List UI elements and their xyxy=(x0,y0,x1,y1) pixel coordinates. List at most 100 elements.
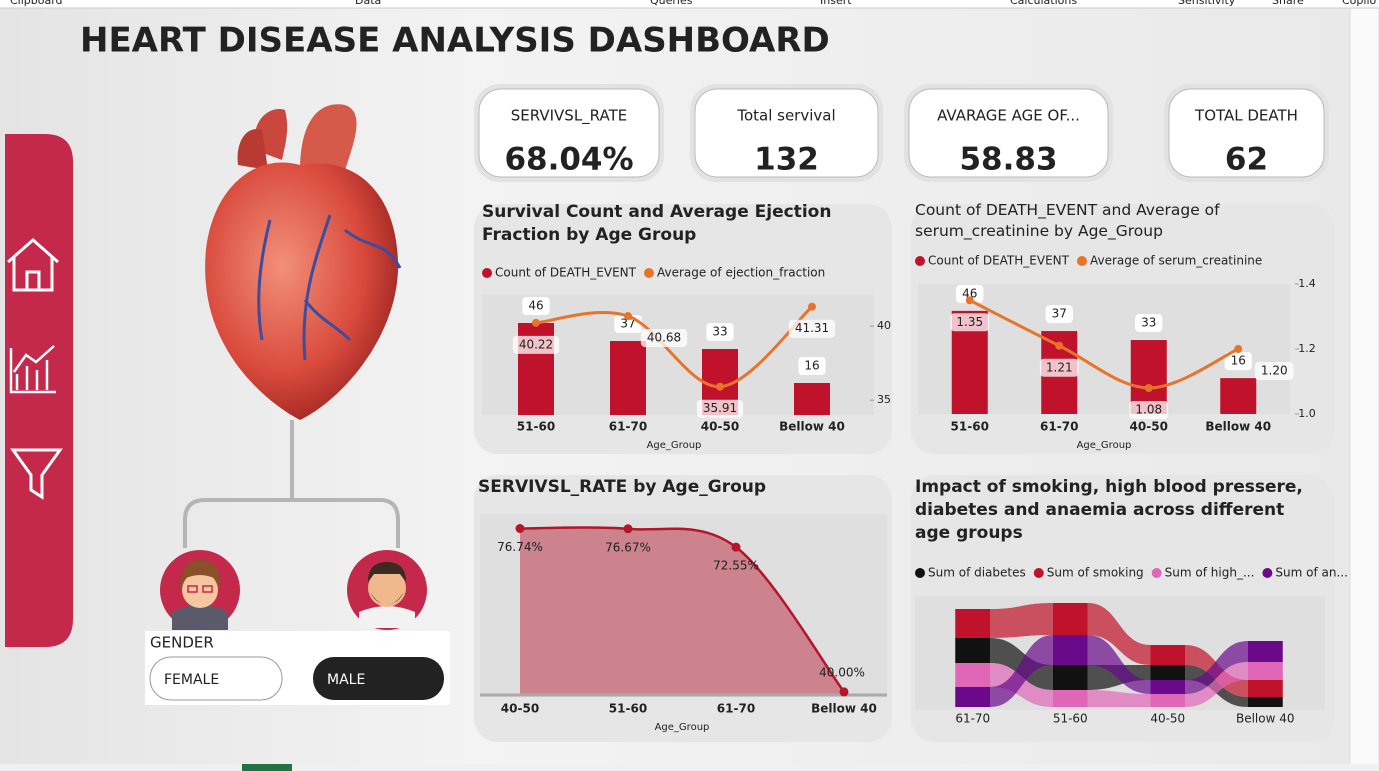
line-point xyxy=(1055,341,1064,350)
ribbon-segment xyxy=(955,687,991,707)
ribbon-band xyxy=(990,635,1053,707)
dashboard-title: HEART DISEASE ANALYSIS DASHBOARD xyxy=(80,21,830,61)
ribbon-segment xyxy=(1150,694,1186,707)
data-label-box xyxy=(1254,362,1294,380)
ribbon-segment xyxy=(1247,641,1283,662)
legend-label: Sum of an... xyxy=(1275,566,1348,580)
y2-tick-label: 1.2 xyxy=(1298,342,1316,355)
ribbon-segment xyxy=(955,609,991,638)
x-tick-label: 40-50 xyxy=(701,420,739,434)
data-label: 72.55% xyxy=(713,559,759,573)
legend-label: Sum of smoking xyxy=(1047,566,1144,580)
area xyxy=(520,527,844,695)
bar xyxy=(794,383,830,415)
x-tick-label: 40-50 xyxy=(1130,420,1168,434)
legend-label: Count of DEATH_EVENT xyxy=(495,266,637,280)
kpi-label: SERVIVSL_RATE xyxy=(511,107,627,126)
ribbon-band xyxy=(1087,635,1151,694)
male-button[interactable] xyxy=(313,657,444,700)
kpi-card xyxy=(694,88,879,178)
line-point xyxy=(965,296,974,305)
line-point xyxy=(731,542,741,552)
y2-tick-label: 1.0 xyxy=(1298,407,1316,420)
ribbon-segment xyxy=(955,638,991,663)
line-point xyxy=(839,687,849,697)
ribbon-segment xyxy=(1247,662,1283,680)
kpi-value: 62 xyxy=(1225,142,1268,178)
legend-marker xyxy=(1262,568,1273,578)
ribbon-band xyxy=(1087,603,1151,665)
male-avatar xyxy=(347,550,427,630)
female-button[interactable] xyxy=(149,656,283,701)
x-tick-label: 51-60 xyxy=(517,420,555,434)
ribbon-segment xyxy=(1052,665,1088,690)
ribbon-group: Data xyxy=(355,0,381,7)
x-tick-label: 61-70 xyxy=(717,702,755,716)
legend-marker xyxy=(643,268,654,278)
x-axis-title: Age_Group xyxy=(1077,440,1132,451)
chart-title: Survival Count and Average Ejection Frac… xyxy=(482,202,832,245)
ribbon-group: Copilo xyxy=(1342,0,1377,7)
data-label: 76.67% xyxy=(605,540,651,554)
ribbon-segment xyxy=(1150,645,1186,665)
slicer-option[interactable]: MALE xyxy=(327,672,365,688)
filter-icon[interactable] xyxy=(10,448,63,500)
data-label: 37 xyxy=(1052,307,1067,321)
data-label-box xyxy=(1039,358,1079,377)
ribbon-segment xyxy=(1052,690,1088,707)
legend-marker xyxy=(482,268,492,278)
female-avatar xyxy=(160,550,240,630)
bar xyxy=(1220,378,1257,414)
ribbon-segment xyxy=(955,663,991,687)
chart-title: Count of DEATH_EVENT and Average of seru… xyxy=(915,201,1220,240)
data-label: 40.00% xyxy=(819,665,865,679)
data-label: 76.74% xyxy=(497,540,543,554)
ribbon-band xyxy=(1185,641,1248,694)
ribbon-segment xyxy=(1150,665,1186,680)
sidebar xyxy=(5,134,73,647)
legend-marker xyxy=(1151,568,1162,578)
line xyxy=(519,526,846,693)
nav-icons xyxy=(7,238,63,500)
ribbon-segment xyxy=(1247,680,1283,697)
x-tick-label: Bellow 40 xyxy=(1236,712,1295,726)
x-axis-title: Age_Group xyxy=(655,722,710,733)
ribbon-group: Calculations xyxy=(1010,0,1077,7)
data-label: 1.08 xyxy=(1135,403,1162,417)
x-tick-label: Bellow 40 xyxy=(1205,420,1271,434)
data-label-box xyxy=(1129,401,1169,419)
x-tick-label: 61-70 xyxy=(1040,420,1078,434)
active-tab[interactable] xyxy=(242,764,292,771)
legend-marker xyxy=(915,568,925,578)
line xyxy=(535,305,814,389)
report-icon[interactable] xyxy=(9,345,56,394)
x-tick-label: Bellow 40 xyxy=(779,420,845,434)
legend-label: Sum of diabetes xyxy=(928,566,1026,580)
home-icon[interactable] xyxy=(7,238,59,292)
line-point xyxy=(808,302,816,311)
data-label: 1.21 xyxy=(1046,360,1073,374)
data-label: 35.91 xyxy=(703,401,737,415)
data-label-box xyxy=(798,357,826,375)
legend-marker xyxy=(1033,568,1044,578)
kpi-label: TOTAL DEATH xyxy=(1194,107,1298,125)
legend-marker xyxy=(1076,256,1087,266)
data-label-box xyxy=(1135,314,1163,333)
ribbon-segment xyxy=(1052,635,1088,665)
ribbon-band xyxy=(990,603,1053,638)
x-tick-label: 51-60 xyxy=(951,420,989,434)
data-label: 40.22 xyxy=(519,337,553,351)
kpi-label: Total servival xyxy=(736,107,835,125)
data-label: 16 xyxy=(1231,354,1246,368)
kpi-value: 58.83 xyxy=(959,142,1057,178)
slicer-option[interactable]: FEMALE xyxy=(164,672,219,688)
x-axis-title: Age_Group xyxy=(647,440,702,451)
line-point xyxy=(515,523,525,533)
plot-area xyxy=(480,514,887,697)
data-label: 16 xyxy=(804,359,819,373)
heart-illustration xyxy=(205,104,402,420)
data-label-box xyxy=(950,313,990,332)
data-label-box xyxy=(696,399,744,418)
x-tick-label: 51-60 xyxy=(1053,712,1088,726)
